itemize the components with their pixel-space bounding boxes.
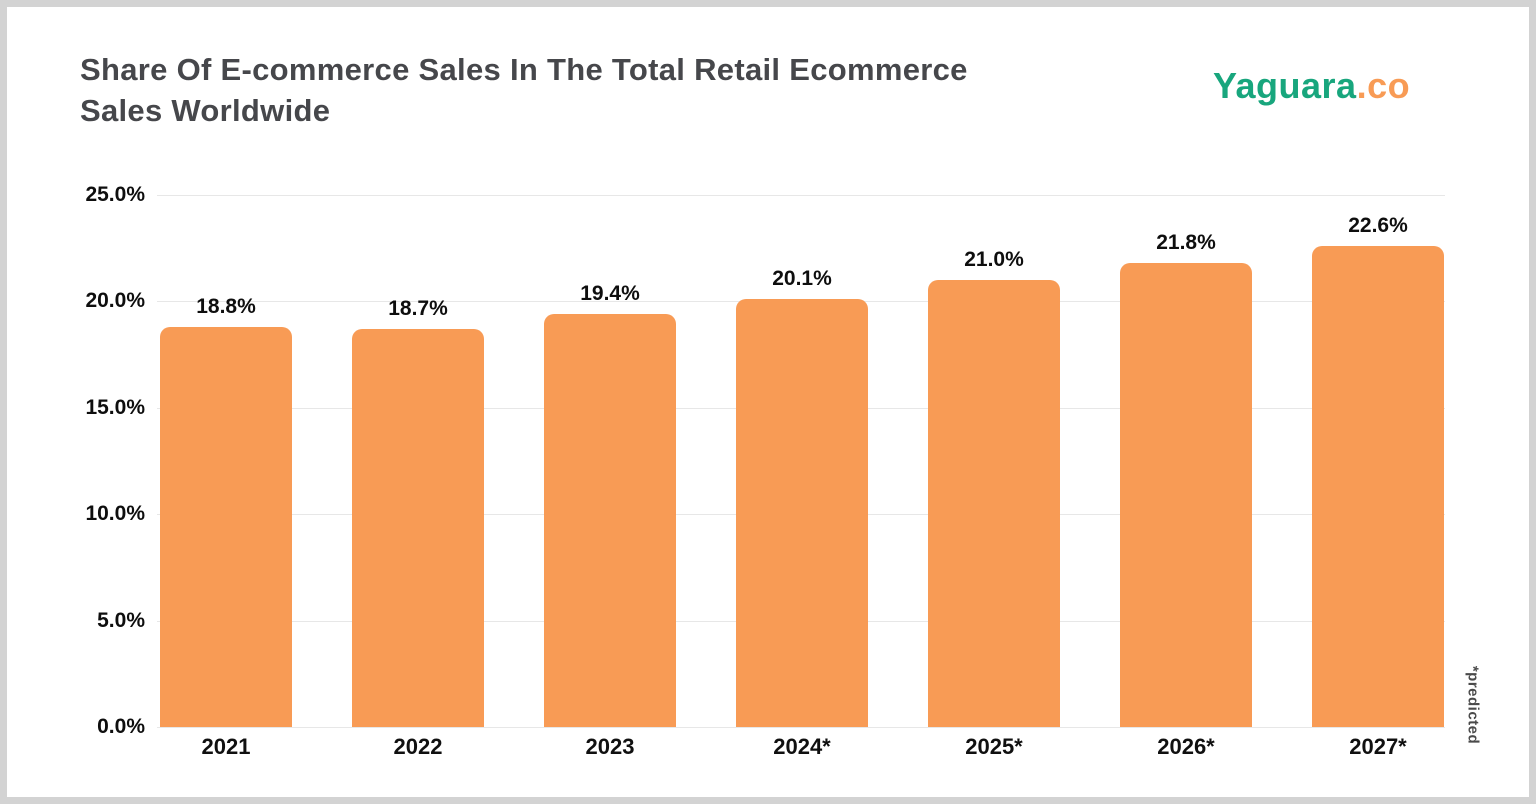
bar bbox=[1312, 246, 1444, 727]
y-axis-label: 10.0% bbox=[85, 502, 145, 526]
x-axis-label: 2022 bbox=[393, 734, 443, 759]
bar bbox=[1120, 263, 1252, 727]
x-axis-label: 2026* bbox=[1157, 734, 1215, 759]
bar bbox=[928, 280, 1060, 727]
predicted-note: *predicted bbox=[1464, 665, 1482, 745]
bar-value-label: 18.7% bbox=[388, 297, 448, 321]
bar bbox=[736, 299, 868, 727]
y-axis-label: 5.0% bbox=[97, 608, 145, 632]
yaguara-logo: Yaguara.co bbox=[1213, 64, 1410, 108]
bar bbox=[352, 329, 484, 727]
logo-suffix: .co bbox=[1356, 65, 1411, 106]
x-axis-label: 2023 bbox=[585, 734, 635, 759]
logo-brand: Yaguara bbox=[1213, 65, 1357, 106]
gridline bbox=[157, 195, 1445, 196]
bar bbox=[160, 326, 292, 727]
y-axis-label: 25.0% bbox=[85, 183, 145, 206]
x-axis-label: 2021 bbox=[201, 734, 251, 759]
y-axis-label: 0.0% bbox=[97, 715, 145, 738]
y-axis-label: 15.0% bbox=[85, 395, 145, 419]
x-axis-label: 2025* bbox=[965, 734, 1023, 759]
page-title: Share Of E-commerce Sales In The Total R… bbox=[80, 52, 968, 128]
x-axis-label: 2024* bbox=[773, 734, 831, 759]
gridline bbox=[157, 727, 1445, 728]
x-axis-label: 2027* bbox=[1349, 734, 1407, 759]
bar-value-label: 21.8% bbox=[1156, 231, 1216, 255]
bar-value-label: 19.4% bbox=[580, 282, 640, 306]
bar-value-label: 22.6% bbox=[1348, 214, 1408, 238]
bar-value-label: 21.0% bbox=[964, 248, 1024, 272]
y-axis-label: 20.0% bbox=[85, 289, 145, 313]
bar bbox=[544, 314, 676, 727]
bar-value-label: 18.8% bbox=[196, 294, 256, 318]
bar-value-label: 20.1% bbox=[772, 267, 832, 291]
